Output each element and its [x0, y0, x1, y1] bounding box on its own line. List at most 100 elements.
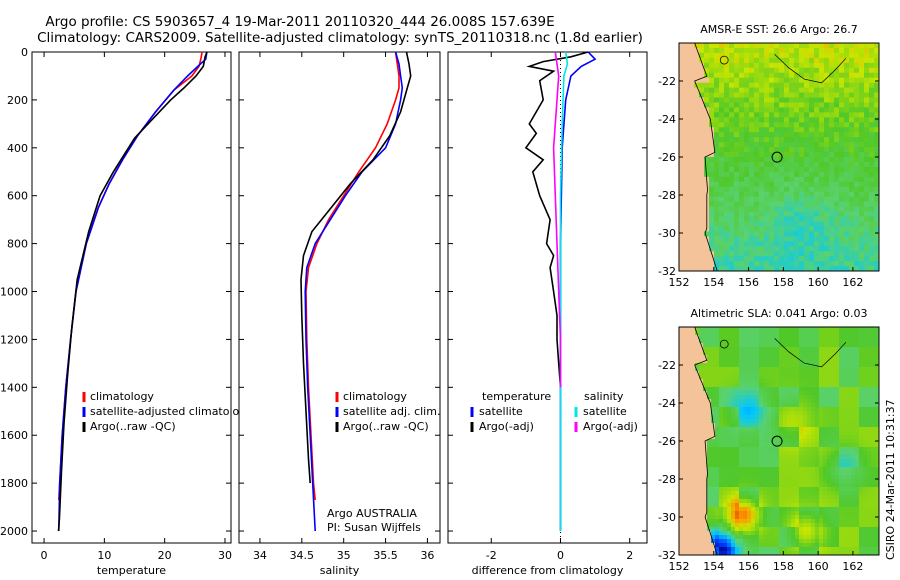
map-cell: [779, 327, 784, 332]
map-cell: [823, 491, 828, 496]
map-cell: [854, 43, 860, 49]
map-cell: [727, 495, 732, 500]
map-cell: [844, 147, 850, 153]
map-cell: [779, 246, 785, 252]
map-cell: [795, 503, 800, 508]
map-cell: [689, 152, 695, 158]
map-cell: [767, 383, 772, 388]
map-cell: [743, 547, 748, 552]
map-cell: [844, 201, 850, 207]
map-cell: [719, 427, 724, 432]
map-cell: [875, 519, 880, 524]
map-cell: [767, 419, 772, 424]
map-cell: [694, 47, 700, 54]
map-cell: [863, 423, 868, 428]
map-cell: [809, 211, 815, 217]
map-cell: [679, 459, 684, 464]
map-cell: [749, 181, 755, 188]
map-cell: [699, 447, 704, 452]
map-cell: [839, 226, 845, 232]
map-cell: [795, 527, 800, 532]
map-cell: [829, 137, 835, 143]
map-cell: [774, 256, 780, 262]
map-cell: [731, 359, 736, 364]
map-cell: [779, 161, 785, 168]
map-cell: [711, 551, 716, 556]
map-cell: [763, 371, 768, 376]
map-cell: [707, 507, 712, 512]
map-cell: [787, 395, 792, 400]
map-cell: [835, 451, 840, 456]
map-cell: [843, 419, 848, 424]
map-cell: [719, 483, 724, 488]
map-cell: [867, 379, 872, 384]
map-cell: [724, 226, 730, 232]
map-cell: [831, 427, 836, 432]
map-cell: [799, 363, 804, 368]
map-cell: [867, 351, 872, 356]
map-cell: [704, 246, 710, 252]
map-cell: [869, 82, 875, 89]
map-cell: [775, 419, 780, 424]
map-cell: [767, 411, 772, 416]
map-cell: [791, 415, 796, 420]
map-cell: [715, 383, 720, 388]
map-cell: [827, 539, 832, 544]
map-cell: [739, 122, 745, 128]
map-cell: [784, 127, 790, 133]
map-cell: [707, 339, 712, 344]
map-cell: [827, 435, 832, 440]
map-cell: [699, 216, 705, 222]
map-cell: [695, 403, 700, 408]
map-cell: [875, 339, 880, 344]
map-cell: [849, 157, 855, 163]
map-cell: [751, 467, 756, 472]
map-cell: [724, 137, 730, 143]
map-cell: [829, 206, 835, 212]
map-cell: [791, 347, 796, 352]
map-cell: [823, 415, 828, 420]
map-cell: [723, 359, 728, 364]
map-cell: [851, 483, 856, 488]
map-cell: [834, 47, 840, 54]
map-cell: [687, 343, 692, 348]
map-cell: [683, 519, 688, 524]
map-cell: [834, 142, 840, 148]
map-cell: [714, 102, 720, 108]
map-cell: [739, 236, 745, 242]
map-cell: [783, 479, 788, 484]
map-cell: [819, 427, 824, 432]
map-cell: [759, 415, 764, 420]
map-cell: [727, 375, 732, 380]
map-cell: [784, 147, 790, 153]
map-cell: [771, 327, 776, 332]
map-cell: [679, 102, 685, 108]
map-cell: [859, 92, 865, 98]
map-cell: [771, 487, 776, 492]
map-cell: [689, 147, 695, 153]
map-cell: [691, 423, 696, 428]
map-cell: [839, 371, 844, 376]
map-cell: [691, 463, 696, 468]
map-cell: [869, 176, 875, 183]
map-cell: [684, 261, 690, 267]
map-cell: [687, 455, 692, 460]
map-cell: [749, 62, 755, 69]
map-cell: [803, 367, 808, 372]
map-cell: [729, 62, 735, 69]
map-cell: [815, 419, 820, 424]
map-cell: [799, 236, 805, 242]
map-cell: [863, 331, 868, 336]
map-cell: [735, 363, 740, 368]
map-cell: [811, 411, 816, 416]
map-x-tick-label: 152: [669, 560, 690, 573]
map-cell: [799, 383, 804, 388]
map-cell: [719, 266, 725, 272]
map-cell: [723, 403, 728, 408]
map-cell: [699, 87, 705, 93]
map-cell: [739, 62, 745, 69]
map-cell: [739, 411, 744, 416]
map-cell: [819, 531, 824, 536]
map-cell: [743, 511, 748, 516]
map-cell: [855, 343, 860, 348]
